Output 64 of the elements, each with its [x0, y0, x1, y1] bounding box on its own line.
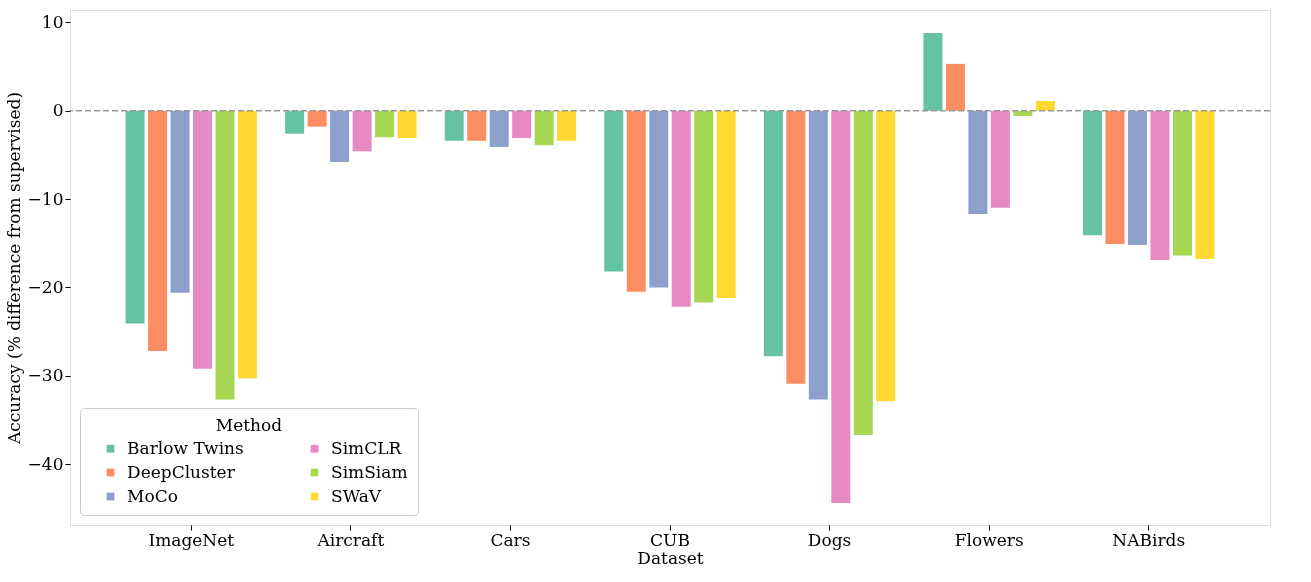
bar	[604, 110, 624, 272]
bar	[237, 110, 257, 379]
bar	[512, 110, 532, 139]
y-tick-label: 10	[41, 11, 64, 32]
x-tick-label: Cars	[490, 529, 531, 550]
bar	[467, 110, 487, 141]
y-tick-label: −10	[27, 188, 64, 209]
bar	[876, 110, 896, 402]
bar	[330, 110, 350, 162]
bar	[649, 110, 669, 288]
legend-label: SimSiam	[331, 461, 408, 482]
bar	[923, 32, 943, 111]
bar	[125, 110, 145, 324]
y-tick-label: 0	[52, 100, 64, 121]
x-tick-label: CUB	[650, 529, 690, 550]
bar	[352, 110, 372, 152]
bar	[397, 110, 417, 139]
bar	[990, 110, 1010, 208]
bar	[1150, 110, 1170, 260]
bar	[808, 110, 828, 400]
bar	[170, 110, 190, 293]
y-axis-title: Accuracy (% difference from supervised)	[3, 91, 24, 446]
bar	[534, 110, 554, 146]
legend-label: Barlow Twins	[127, 437, 244, 458]
bar	[444, 110, 464, 141]
bar	[1195, 110, 1215, 260]
bar	[968, 110, 988, 215]
bar	[945, 63, 965, 111]
bar	[193, 110, 213, 369]
x-tick-label: Flowers	[954, 529, 1024, 550]
y-tick-label: −40	[27, 453, 64, 474]
legend-label: SWaV	[331, 485, 382, 506]
bar	[716, 110, 736, 298]
y-tick-label: −20	[27, 276, 64, 297]
legend-label: SimCLR	[331, 437, 403, 458]
x-tick-label: Dogs	[807, 529, 852, 550]
bar	[557, 110, 577, 141]
x-tick-label: ImageNet	[148, 529, 235, 550]
bar	[1013, 110, 1033, 116]
bar	[307, 110, 327, 127]
bar	[1035, 100, 1055, 111]
bar	[489, 110, 509, 147]
bar	[1127, 110, 1147, 245]
bar	[215, 110, 235, 400]
legend-label: MoCo	[127, 485, 178, 506]
bar	[375, 110, 395, 138]
bar	[763, 110, 783, 357]
x-tick-label: NABirds	[1112, 529, 1186, 550]
bar	[1105, 110, 1125, 245]
bar	[626, 110, 646, 292]
bar	[1083, 110, 1103, 236]
bar	[671, 110, 691, 307]
bar	[853, 110, 873, 435]
bar	[1172, 110, 1192, 256]
y-tick-label: −30	[27, 365, 64, 386]
bar	[694, 110, 714, 303]
bar	[285, 110, 305, 134]
legend-label: DeepCluster	[127, 461, 236, 482]
bar	[831, 110, 851, 503]
legend-title: Method	[215, 415, 283, 435]
bar	[786, 110, 806, 384]
x-axis-title: Dataset	[637, 547, 704, 568]
x-tick-label: Aircraft	[316, 529, 385, 550]
bar	[148, 110, 168, 351]
